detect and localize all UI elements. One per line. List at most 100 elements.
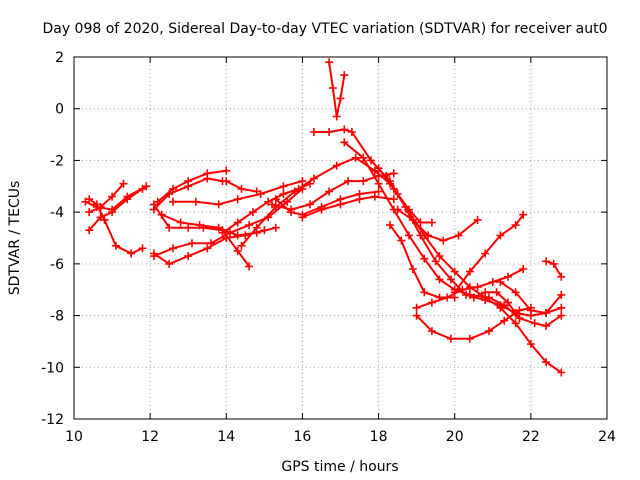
y-tick-label: 0 xyxy=(55,102,64,118)
data-point xyxy=(416,218,425,227)
data-point xyxy=(427,327,436,336)
data-point xyxy=(374,164,383,173)
data-point xyxy=(496,278,505,286)
data-point xyxy=(557,272,566,281)
data-point xyxy=(450,288,459,297)
data-point xyxy=(408,215,417,224)
data-point xyxy=(306,200,314,209)
series-arc-11 xyxy=(169,177,307,209)
data-point xyxy=(519,265,528,273)
grid-lines xyxy=(74,57,607,419)
data-point xyxy=(252,187,261,196)
data-point xyxy=(298,177,307,186)
data-point xyxy=(108,208,117,217)
data-point xyxy=(557,290,566,299)
data-point xyxy=(340,125,349,134)
data-point xyxy=(412,311,421,320)
data-point xyxy=(515,314,524,323)
data-point xyxy=(427,298,436,307)
data-point xyxy=(309,174,318,183)
data-point xyxy=(389,169,398,178)
data-point xyxy=(328,84,337,92)
data-point xyxy=(268,200,276,209)
data-point xyxy=(214,223,223,232)
data-point xyxy=(557,368,566,377)
series-arc-3 xyxy=(85,179,128,217)
data-point xyxy=(169,244,177,253)
data-point xyxy=(111,241,120,250)
data-point xyxy=(271,223,280,232)
y-tick-label: -10 xyxy=(41,360,64,376)
data-point xyxy=(108,192,117,201)
data-point xyxy=(336,94,345,103)
data-point xyxy=(382,171,391,180)
chart-title: Day 098 of 2020, Sidereal Day-to-day VTE… xyxy=(42,21,607,37)
data-point xyxy=(412,303,421,312)
data-point xyxy=(85,208,94,217)
data-point xyxy=(435,275,444,284)
series-arc-13 xyxy=(222,177,261,196)
data-point xyxy=(454,231,463,240)
data-point xyxy=(191,197,200,206)
data-point xyxy=(290,187,299,196)
data-point xyxy=(248,208,257,217)
data-point xyxy=(336,200,345,209)
data-point xyxy=(496,231,505,240)
x-tick-label: 12 xyxy=(141,429,159,445)
data-point xyxy=(317,205,326,214)
data-point xyxy=(374,187,383,196)
data-point xyxy=(439,236,448,245)
data-point xyxy=(549,259,558,268)
data-point xyxy=(325,187,334,196)
series-trace xyxy=(415,306,532,340)
data-point xyxy=(359,153,368,162)
data-point xyxy=(526,306,535,315)
x-tick-label: 22 xyxy=(522,429,540,445)
data-point xyxy=(176,218,185,227)
series-arc-18 xyxy=(309,125,566,320)
y-axis-label: SDTVAR / TECUs xyxy=(7,181,23,296)
x-tick-label: 20 xyxy=(446,429,464,445)
data-point xyxy=(370,192,379,201)
data-point xyxy=(485,327,493,336)
data-point xyxy=(424,231,433,240)
data-point xyxy=(157,210,166,219)
tick-marks xyxy=(73,56,608,420)
data-point xyxy=(340,138,349,147)
series-arc-22 xyxy=(382,171,436,227)
y-tick-labels: 2 0 -2 -4 -6 -8 -10 -12 xyxy=(41,50,64,428)
x-tick-labels: 10 12 14 16 18 20 22 24 xyxy=(65,429,616,445)
data-point xyxy=(465,334,474,343)
data-point xyxy=(100,215,109,224)
data-point xyxy=(195,221,204,230)
data-point xyxy=(233,231,242,240)
series-trace xyxy=(396,208,479,242)
data-point xyxy=(519,210,528,219)
x-tick-label: 24 xyxy=(598,429,616,445)
y-tick-label: 2 xyxy=(55,50,64,66)
data-point xyxy=(500,316,509,325)
series-arc-19 xyxy=(325,58,349,121)
data-point xyxy=(169,197,177,206)
data-point xyxy=(511,288,520,297)
data-point xyxy=(237,241,246,250)
data-point xyxy=(435,252,444,261)
data-point xyxy=(279,182,288,191)
data-point xyxy=(127,249,136,258)
x-tick-label: 14 xyxy=(217,429,235,445)
data-point xyxy=(149,205,158,214)
data-point xyxy=(184,182,193,191)
data-point xyxy=(557,311,566,320)
data-point xyxy=(374,171,383,180)
series-arc-7 xyxy=(149,174,227,214)
plot-frame xyxy=(73,56,608,420)
data-point xyxy=(355,195,364,204)
data-point xyxy=(511,319,520,328)
series-arc-23 xyxy=(393,205,482,245)
data-point xyxy=(218,228,227,237)
x-tick-label: 18 xyxy=(370,429,388,445)
data-point xyxy=(367,156,375,165)
data-point xyxy=(233,195,242,204)
data-point xyxy=(458,285,467,294)
data-point xyxy=(222,177,231,186)
